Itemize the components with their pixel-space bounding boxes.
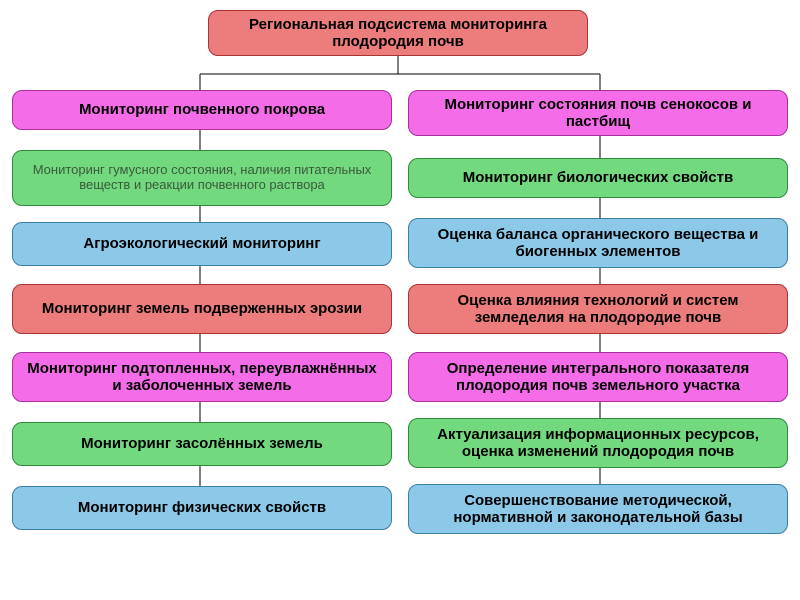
left-node-2: Мониторинг земель подверженных эрозии xyxy=(12,284,392,334)
right-node-1: Оценка баланса органического вещества и … xyxy=(408,218,788,268)
left-node-4: Мониторинг засолённых земель xyxy=(12,422,392,466)
right-node-4: Актуализация информационных ресурсов, оц… xyxy=(408,418,788,468)
right-node-5: Совершенствование методической, норматив… xyxy=(408,484,788,534)
right-node-2: Оценка влияния технологий и систем земле… xyxy=(408,284,788,334)
left-node-1: Агроэкологический мониторинг xyxy=(12,222,392,266)
left-node-0: Мониторинг гумусного состояния, наличия … xyxy=(12,150,392,206)
right-node-3: Определение интегрального показателя пло… xyxy=(408,352,788,402)
right-node-0: Мониторинг биологических свойств xyxy=(408,158,788,198)
left-node-5: Мониторинг физических свойств xyxy=(12,486,392,530)
left-node-3: Мониторинг подтопленных, переувлажнённых… xyxy=(12,352,392,402)
root-node: Региональная подсистема мониторинга плод… xyxy=(208,10,588,56)
right-header-node: Мониторинг состояния почв сенокосов и па… xyxy=(408,90,788,136)
left-header-node: Мониторинг почвенного покрова xyxy=(12,90,392,130)
